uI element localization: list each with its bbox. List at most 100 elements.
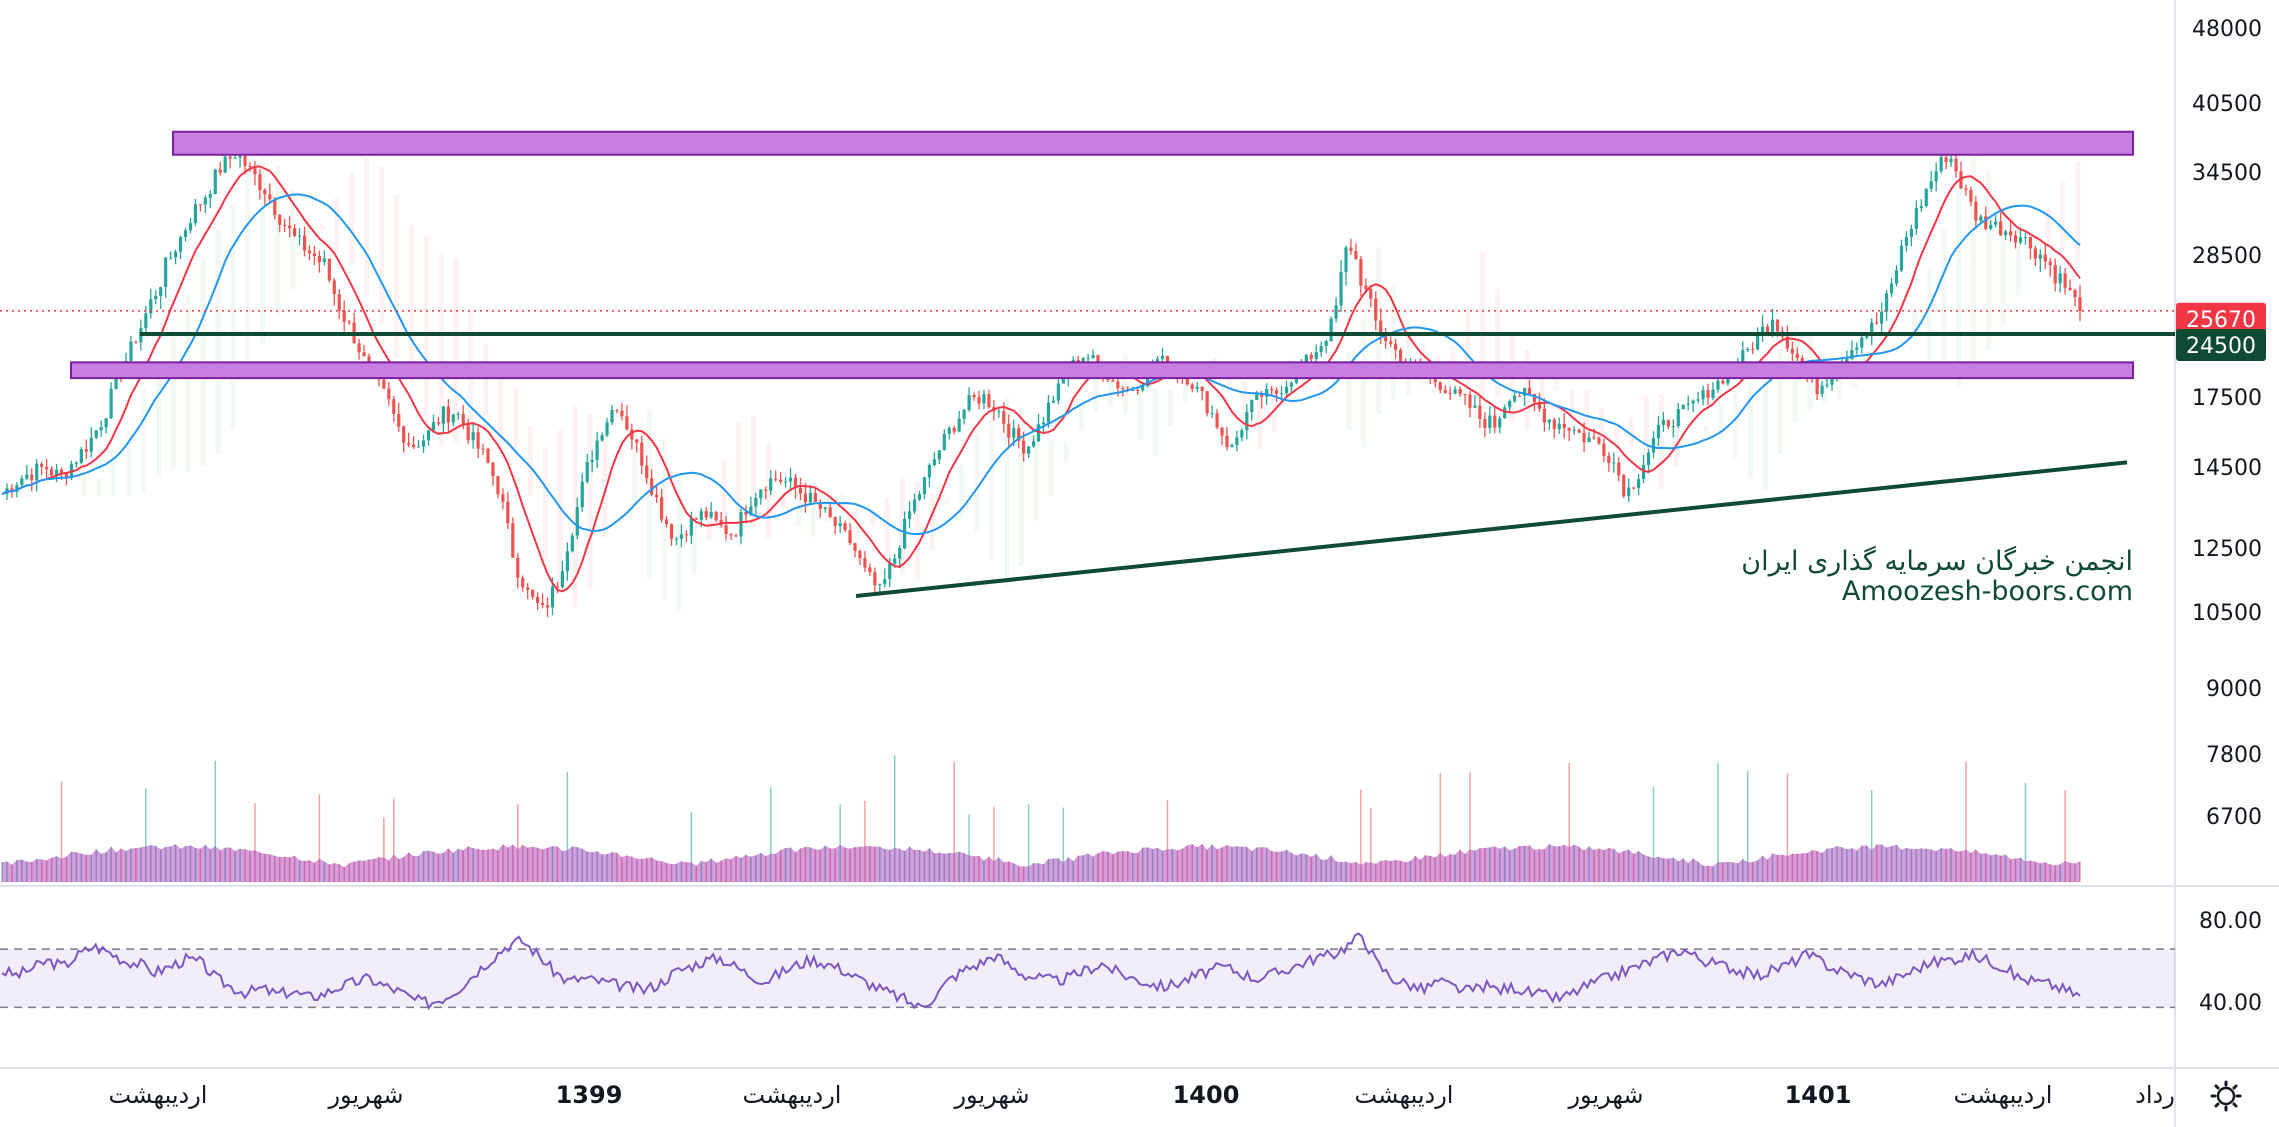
cloud-segment [513,388,519,451]
candle-body [1443,389,1447,393]
price-tick-label: 17500 [2192,386,2262,411]
candle-body [729,534,733,536]
cloud-segment [1852,383,1858,388]
candle-body [392,399,396,414]
candle-body [1795,353,1799,359]
candle-body [1324,341,1328,347]
candle-body [1706,390,1710,398]
rsi-axis[interactable]: 80.00 40.00 [2199,909,2262,1016]
candle-body [1701,390,1705,400]
candle-body [590,459,594,462]
price-axis[interactable]: 4800040500345002850020500175001450012500… [2176,17,2266,830]
candle-body [1969,189,1973,202]
candle-body [1185,375,1189,385]
candle-body [213,169,217,195]
candle-body [1339,272,1343,306]
candle-body [1349,247,1353,252]
candle-body [1954,158,1958,172]
time-tick-label: شهریور [327,1081,403,1109]
candle-body [1270,388,1274,391]
price-tick-label: 6700 [2206,805,2262,830]
candle-body [982,394,986,404]
cloud-segment [304,214,310,254]
candle-body [868,567,872,573]
candle-body [228,156,232,159]
candle-body [416,446,421,448]
moving-average-line [1,165,2081,593]
cloud-segment [126,430,132,497]
candle-body [1587,437,1591,443]
cloud-segment [751,416,757,528]
candle-body [1329,318,1333,342]
candle-body [387,388,391,400]
candle-body [783,481,788,483]
candle-body [1215,413,1219,428]
candle-body [997,411,1001,413]
candle-body [302,235,307,251]
candle-body [853,543,857,551]
candle-body [1770,319,1775,333]
candle-body [1830,378,1834,385]
cloud-segment [275,165,281,316]
candle-body [1607,455,1611,463]
candle-body [1398,349,1403,363]
candle-body [1121,388,1125,390]
cloud-segment [1004,397,1010,588]
cloud-segment [1242,381,1248,416]
candle-body [1597,437,1601,444]
candle-body [838,523,842,527]
candle-body [54,469,59,476]
candle-body [679,534,684,539]
candle-body [774,478,778,480]
candle-body [1572,429,1576,431]
drawings[interactable] [0,130,2175,598]
cloud-segment [1123,354,1129,414]
candle-body [615,409,619,411]
candle-body [218,169,222,173]
candle-body [1919,206,1923,209]
candle-body [1160,355,1165,360]
candle-body [575,507,579,536]
cloud-segment [334,197,340,253]
cloud-segment [1688,423,1694,427]
candle-body [565,551,569,572]
candle-body [848,530,852,544]
cloud-segment [1182,367,1188,403]
cloud-segment [765,442,771,539]
time-axis[interactable]: اردیبهشت شهریور 1399 اردیبهشت شهریور 1400 اردی… [109,1081,2175,1109]
cloud-segment [572,406,578,608]
candle-body [476,432,480,449]
candle-body [531,589,535,597]
volume-ma-area [2,844,2080,882]
cloud-segment [1405,320,1411,396]
price-tick-label: 9000 [2206,677,2262,702]
candle-body [109,388,113,419]
candle-body [203,197,207,205]
candle-body [2004,231,2008,236]
candle-body [1880,311,1884,324]
rsi-band [0,949,2175,1008]
cloud-segment [1911,311,1917,339]
candle-body [1468,394,1472,408]
cloud-segment [736,422,742,520]
candle-body [1889,283,1894,294]
cloud-segment [2060,181,2066,251]
candle-body [1790,348,1794,354]
candle-body [446,406,450,423]
candle-body [585,461,589,482]
cloud-segment [1926,270,1932,361]
candle-body [382,379,386,389]
candle-body [803,493,808,503]
candle-body [426,430,431,441]
candle-body [1855,347,1859,350]
candle-body [655,494,659,498]
candle-body [183,230,188,238]
gear-icon[interactable] [2210,1080,2242,1112]
price-tick-label: 40500 [2192,92,2262,117]
candle-body [114,376,118,389]
cloud-segment [379,166,385,325]
candle-body [1602,443,1606,456]
candle-body [1384,335,1388,342]
candle-body [1389,341,1393,344]
